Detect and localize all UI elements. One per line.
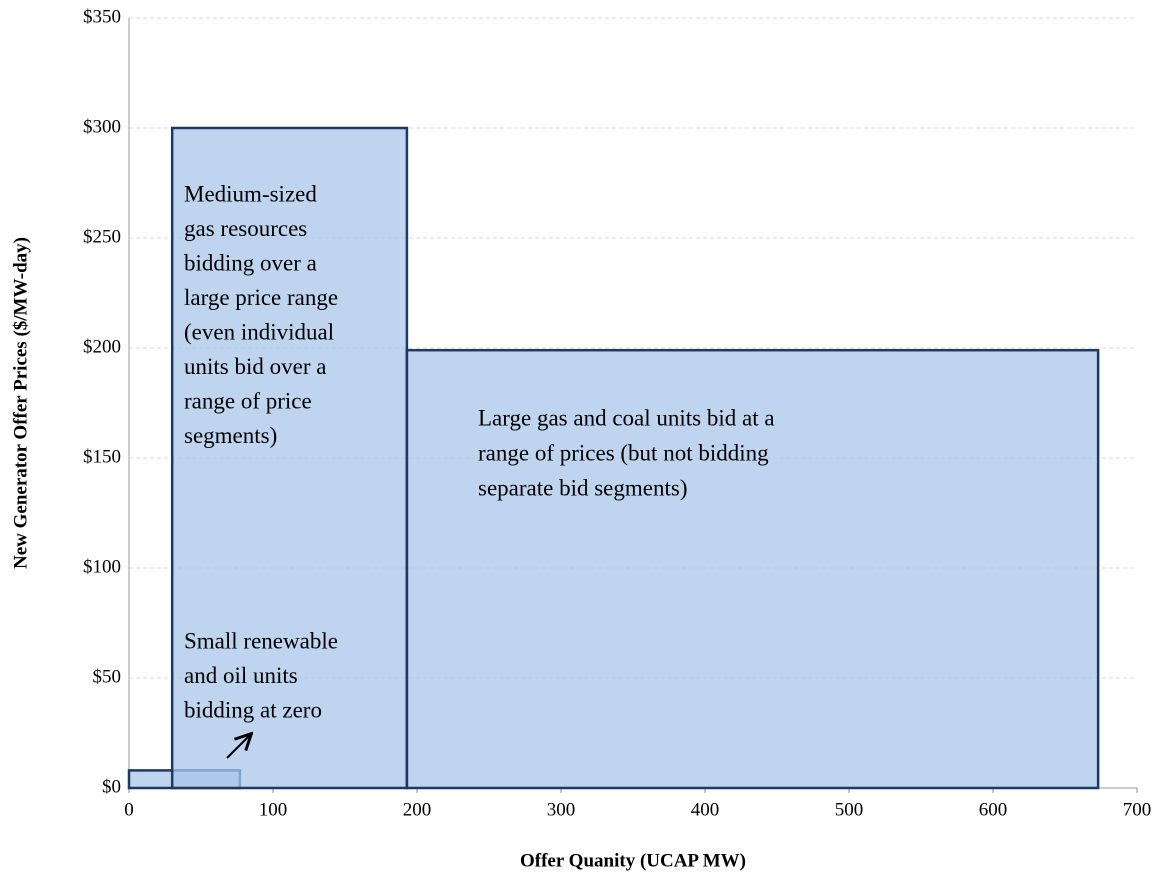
x-tick-label: 300 xyxy=(547,799,576,820)
y-tick-label: $50 xyxy=(93,666,122,687)
annotation: Small renewable xyxy=(184,628,338,653)
annotation: bidding over a xyxy=(184,250,317,275)
y-tick-label: $100 xyxy=(83,556,121,577)
y-axis-title: New Generator Offer Prices ($/MW-day) xyxy=(10,237,31,569)
annotation: (even individual xyxy=(184,319,334,344)
y-tick-label: $0 xyxy=(102,776,121,797)
annotation: Large gas and coal units bid at a xyxy=(478,405,775,430)
annotation: and oil units xyxy=(184,663,298,688)
x-tick-label: 400 xyxy=(691,799,720,820)
annotation: Medium-sized xyxy=(184,181,317,206)
bar xyxy=(405,348,1100,790)
y-tick-label: $300 xyxy=(83,116,121,137)
annotation: bidding at zero xyxy=(184,697,322,722)
y-tick-label: $350 xyxy=(83,6,121,27)
y-tick-label: $250 xyxy=(83,226,121,247)
y-tick-label: $200 xyxy=(83,336,121,357)
arrow xyxy=(226,735,250,759)
annotation: range of price xyxy=(184,388,312,413)
bar xyxy=(170,126,409,790)
y-tick-label: $150 xyxy=(83,446,121,467)
annotation: range of prices (but not bidding xyxy=(478,440,769,465)
x-tick-label: 100 xyxy=(259,799,288,820)
x-axis-title: Offer Quanity (UCAP MW) xyxy=(520,850,746,871)
x-tick-label: 200 xyxy=(403,799,432,820)
x-tick-label: 0 xyxy=(124,799,134,820)
annotation: units bid over a xyxy=(184,354,326,379)
x-tick-label: 500 xyxy=(835,799,864,820)
annotation: large price range xyxy=(184,285,338,310)
annotation: separate bid segments) xyxy=(478,475,687,500)
annotation: segments) xyxy=(184,423,277,448)
x-tick-label: 700 xyxy=(1123,799,1152,820)
x-tick-label: 600 xyxy=(979,799,1008,820)
annotation: gas resources xyxy=(184,216,307,241)
